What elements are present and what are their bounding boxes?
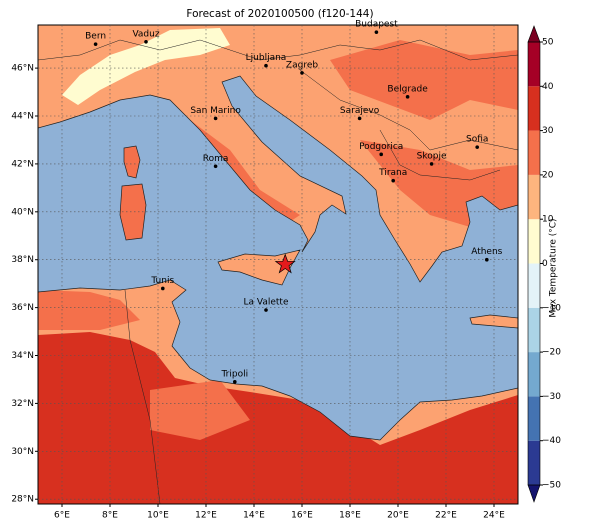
city-label: Belgrade <box>387 84 428 94</box>
colorbar-bin <box>528 86 540 131</box>
warm-region <box>150 380 250 440</box>
chart-title: Forecast of 2020100500 (f120-144) <box>186 8 373 20</box>
city-label: Sofia <box>466 135 488 145</box>
city-label: Tunis <box>150 276 174 286</box>
y-tick-label: 30°N <box>11 447 34 457</box>
city-label: Sarajevo <box>340 106 380 116</box>
city-label: Tripoli <box>220 369 248 379</box>
island <box>217 249 301 286</box>
colorbar-bin <box>528 130 540 175</box>
colorbar-tick-label: 30 <box>542 126 554 136</box>
colorbar-tick-label: 10 <box>542 215 554 225</box>
y-tick-label: 46°N <box>11 64 34 74</box>
island <box>123 145 141 179</box>
colorbar-bin <box>528 263 540 308</box>
city-label: Budapest <box>355 20 398 30</box>
colorbar-tick-label: −40 <box>542 436 561 446</box>
x-tick-label: 14°E <box>243 511 265 521</box>
warm-region <box>190 120 300 225</box>
colorbar-bin <box>528 307 540 353</box>
colorbar-tick-label: 50 <box>542 38 554 48</box>
x-tick-label: 12°E <box>195 511 217 521</box>
city-label: Bern <box>85 32 106 42</box>
x-tick-label: 22°E <box>435 511 457 521</box>
city-label: Ljubljana <box>246 53 287 63</box>
colorbar-tick-label: −10 <box>542 303 561 313</box>
x-tick-label: 6°E <box>54 511 70 521</box>
map-frame <box>37 24 519 505</box>
city-label: La Valette <box>244 298 289 308</box>
city-dot <box>379 152 384 157</box>
city-dot <box>374 30 379 34</box>
colorbar-tick-label: −30 <box>542 392 561 402</box>
colorbar-label: Max Temperature (°C) <box>549 218 559 317</box>
city-dot <box>93 42 98 46</box>
city-dot <box>475 145 480 149</box>
y-tick-label: 42°N <box>11 159 34 169</box>
y-tick-label: 36°N <box>11 303 34 313</box>
city-dot <box>264 63 268 68</box>
city-label: Skopje <box>417 151 447 161</box>
y-tick-label: 38°N <box>11 255 34 265</box>
city-dot <box>485 257 489 262</box>
city-dot <box>233 380 237 384</box>
colorbar-bin <box>528 440 540 485</box>
warm-region <box>38 290 140 330</box>
x-tick-label: 24°E <box>483 511 505 521</box>
x-tick-label: 8°E <box>102 511 118 521</box>
colorbar-bin <box>528 219 540 264</box>
city-dot <box>144 39 148 44</box>
colorbar-under <box>527 484 541 503</box>
city-dot <box>391 178 396 183</box>
city-label: Vaduz <box>132 29 159 39</box>
colorbar-bin <box>528 396 540 441</box>
y-tick-label: 34°N <box>11 351 34 361</box>
city-dot <box>429 162 434 166</box>
colorbar-tick-label: −20 <box>542 348 561 358</box>
cool-region <box>62 28 230 105</box>
city-label: Zagreb <box>286 60 318 70</box>
city-dot <box>405 95 410 99</box>
x-tick-label: 10°E <box>147 511 169 521</box>
colorbar-tick-label: −50 <box>542 481 561 491</box>
city-dot <box>213 116 218 121</box>
y-tick-label: 32°N <box>11 399 34 409</box>
x-tick-label: 16°E <box>291 511 313 521</box>
colorbar-bin <box>528 352 540 397</box>
y-tick-label: 40°N <box>11 207 34 217</box>
y-tick-label: 44°N <box>11 112 34 122</box>
city-label: Podgorica <box>359 142 403 152</box>
city-label: Tirana <box>378 168 407 178</box>
city-dot <box>300 71 304 75</box>
x-tick-label: 18°E <box>339 511 361 521</box>
y-tick-label: 28°N <box>11 495 34 505</box>
island <box>119 183 147 241</box>
colorbar-over <box>527 25 541 43</box>
city-label: San Marino <box>190 106 241 116</box>
colorbar-tick-label: 0 <box>542 259 548 269</box>
marker-star <box>274 253 296 274</box>
city-label: Athens <box>471 247 502 257</box>
map-field <box>38 25 518 504</box>
city-dot <box>357 116 362 121</box>
x-tick-label: 20°E <box>387 511 409 521</box>
city-label: Roma <box>203 154 229 164</box>
colorbar-bin <box>528 42 540 87</box>
city-dot <box>161 286 165 291</box>
colorbar-tick-label: 40 <box>542 82 554 92</box>
colorbar-bin <box>528 174 540 220</box>
city-dot <box>213 164 218 169</box>
city-dot <box>264 308 268 312</box>
colorbar-tick-label: 20 <box>542 170 554 180</box>
